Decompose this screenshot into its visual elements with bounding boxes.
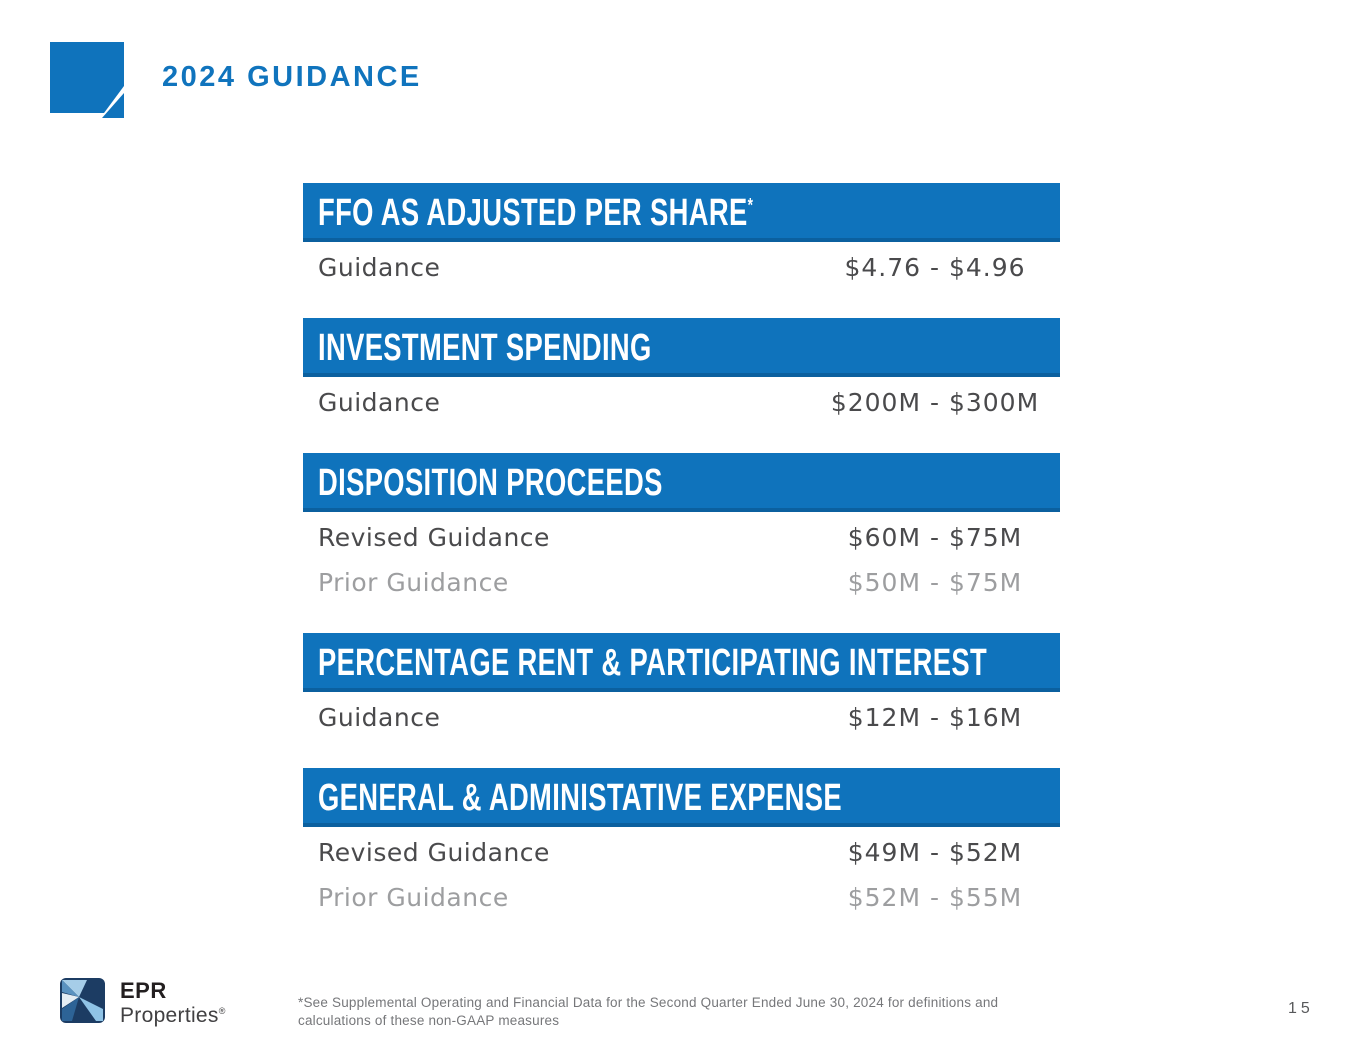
section-investment-spending: INVESTMENT SPENDING Guidance $200M - $30… — [303, 318, 1060, 425]
guidance-row: Guidance $4.76 - $4.96 — [303, 245, 1060, 290]
section-heading-text: GENERAL & ADMINISTATIVE EXPENSE — [318, 776, 842, 819]
guidance-row-prior: Prior Guidance $50M - $75M — [303, 560, 1060, 605]
row-value: $12M - $16M — [847, 703, 1023, 732]
row-label: Guidance — [318, 253, 441, 282]
slide-marker-icon — [50, 42, 124, 118]
section-heading-banner: INVESTMENT SPENDING — [303, 318, 1060, 377]
row-label: Prior Guidance — [318, 568, 509, 597]
row-value: $4.76 - $4.96 — [844, 253, 1026, 282]
guidance-row-prior: Prior Guidance $52M - $55M — [303, 875, 1060, 920]
page-number: 15 — [1288, 1000, 1314, 1017]
guidance-row: Guidance $200M - $300M — [303, 380, 1060, 425]
section-heading: FFO AS ADJUSTED PER SHARE* — [318, 194, 753, 232]
row-label: Revised Guidance — [318, 838, 550, 867]
logo-company-name: EPR — [120, 978, 167, 1003]
footnote-line-1: *See Supplemental Operating and Financia… — [298, 995, 999, 1010]
section-heading-banner: FFO AS ADJUSTED PER SHARE* — [303, 183, 1060, 242]
row-label: Guidance — [318, 388, 441, 417]
row-label: Guidance — [318, 703, 441, 732]
row-value: $52M - $55M — [847, 883, 1023, 912]
section-disposition-proceeds: DISPOSITION PROCEEDS Revised Guidance $6… — [303, 453, 1060, 605]
section-heading: INVESTMENT SPENDING — [318, 329, 652, 367]
section-heading: PERCENTAGE RENT & PARTICIPATING INTEREST — [318, 644, 987, 682]
footnote-line-2: calculations of these non-GAAP measures — [298, 1013, 560, 1028]
row-value: $60M - $75M — [847, 523, 1023, 552]
section-heading-banner: DISPOSITION PROCEEDS — [303, 453, 1060, 512]
logo-division-label: Properties — [120, 1004, 219, 1027]
logo-division-name: Properties® — [120, 1005, 226, 1026]
epr-logo-text: EPR Properties® — [120, 978, 226, 1027]
guidance-row: Guidance $12M - $16M — [303, 695, 1060, 740]
section-heading: GENERAL & ADMINISTATIVE EXPENSE — [318, 779, 842, 817]
row-label: Prior Guidance — [318, 883, 509, 912]
footnote: *See Supplemental Operating and Financia… — [298, 994, 998, 1030]
section-heading-text: FFO AS ADJUSTED PER SHARE — [318, 191, 748, 234]
guidance-sections: FFO AS ADJUSTED PER SHARE* Guidance $4.7… — [303, 183, 1060, 948]
footnote-asterisk: * — [747, 194, 754, 216]
section-percentage-rent-participating-interest: PERCENTAGE RENT & PARTICIPATING INTEREST… — [303, 633, 1060, 740]
section-heading: DISPOSITION PROCEEDS — [318, 464, 663, 502]
section-heading-text: DISPOSITION PROCEEDS — [318, 461, 663, 504]
section-heading-text: INVESTMENT SPENDING — [318, 326, 652, 369]
row-label: Revised Guidance — [318, 523, 550, 552]
guidance-row: Revised Guidance $49M - $52M — [303, 830, 1060, 875]
epr-logo-icon — [60, 978, 105, 1023]
section-heading-banner: PERCENTAGE RENT & PARTICIPATING INTEREST — [303, 633, 1060, 692]
row-value: $200M - $300M — [830, 388, 1040, 417]
row-value: $49M - $52M — [847, 838, 1023, 867]
page-title: 2024 GUIDANCE — [162, 61, 422, 93]
guidance-row: Revised Guidance $60M - $75M — [303, 515, 1060, 560]
slide-marker-chip — [50, 42, 124, 113]
section-heading-text: PERCENTAGE RENT & PARTICIPATING INTEREST — [318, 641, 988, 684]
section-ffo-as-adjusted-per-share: FFO AS ADJUSTED PER SHARE* Guidance $4.7… — [303, 183, 1060, 290]
row-value: $50M - $75M — [847, 568, 1023, 597]
registered-mark: ® — [218, 1006, 226, 1016]
section-heading-banner: GENERAL & ADMINISTATIVE EXPENSE — [303, 768, 1060, 827]
section-general-administrative-expense: GENERAL & ADMINISTATIVE EXPENSE Revised … — [303, 768, 1060, 920]
